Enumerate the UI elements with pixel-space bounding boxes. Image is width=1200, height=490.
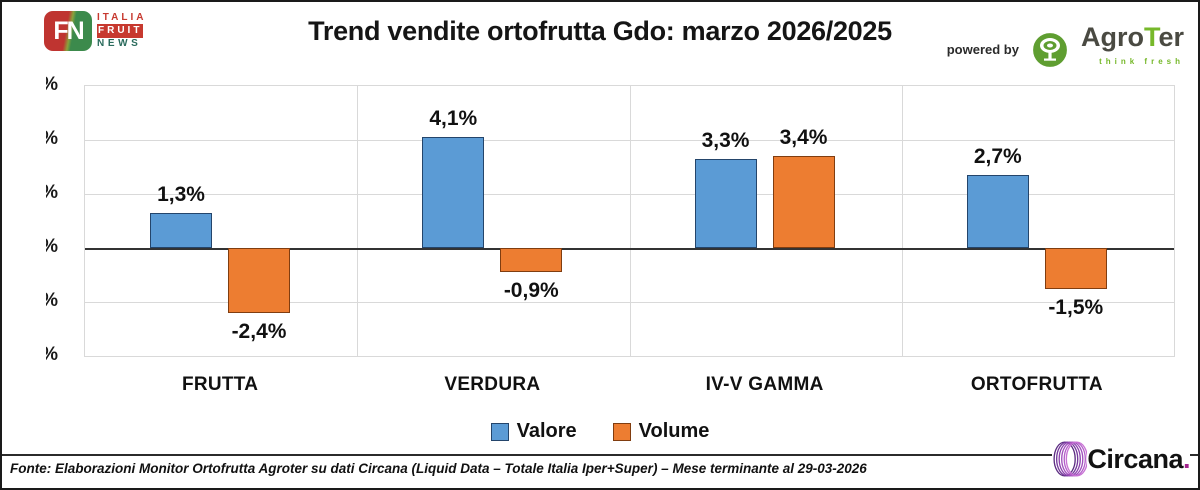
bar-valore-frutta (150, 213, 212, 248)
ifn-logo-line-fruit: FRUIT (97, 24, 144, 38)
zero-axis-line (85, 248, 1174, 250)
bar-volume-iv-v-gamma (772, 156, 835, 248)
bar-volume-ortofrutta (1044, 248, 1107, 289)
value-label-volume-frutta: -2,4% (231, 320, 287, 343)
plot-area: 1,3% -2,4% 4,1% -0,9% 3,3% 3,4% 2,7% -1,5% (84, 85, 1175, 357)
bar-volume-verdura (500, 248, 563, 272)
ifn-logo-line-italia: ITALIA (97, 12, 147, 23)
bar-valore-ortofrutta (966, 175, 1029, 248)
agroter-text-t: T (1143, 22, 1159, 52)
ifn-logo-text: ITALIA FRUIT NEWS (97, 12, 146, 50)
powered-by-label: powered by (946, 42, 1019, 57)
category-label-ortofrutta: ORTOFRUTTA (970, 374, 1103, 395)
bar-valore-iv-v-gamma (694, 159, 757, 248)
source-note: Fonte: Elaborazioni Monitor Ortofrutta A… (10, 461, 867, 476)
value-label-valore-frutta: 1,3% (157, 183, 205, 206)
footer-separator (0, 454, 1200, 456)
y-axis-tick-label: % (30, 127, 58, 151)
agroter-wordmark: AgroTer think fresh (1081, 24, 1184, 75)
bar-valore-verdura (422, 137, 485, 248)
value-label-volume-verdura: -0,9% (503, 279, 559, 302)
y-axis-tick-label: % (30, 289, 58, 313)
agroter-logo: powered by AgroTer think fresh (947, 24, 1184, 75)
category-label-verdura: VERDURA (444, 374, 541, 395)
agroter-text-er: er (1158, 22, 1184, 52)
value-label-valore-verdura: 4,1% (429, 107, 478, 130)
y-axis-tick-label: % (30, 235, 58, 259)
circana-wordmark: Circana (1087, 443, 1183, 474)
agroter-tree-icon (1031, 31, 1069, 68)
legend-item-volume: Volume (612, 420, 710, 443)
value-label-volume-iv-v-gamma: 3,4% (779, 126, 828, 149)
agroter-text-agro: Agro (1080, 22, 1144, 52)
category-separator-line (629, 86, 631, 356)
legend-swatch-volume (612, 422, 631, 441)
circana-dot: . (1182, 443, 1191, 474)
category-label-frutta: FRUTTA (181, 374, 259, 395)
circana-rings-icon (1053, 441, 1088, 477)
italia-fruit-news-logo: FN ITALIA FRUIT NEWS (44, 11, 146, 51)
ifn-logo-icon: FN (44, 11, 92, 51)
category-label-iv-v-gamma: IV-V GAMMA (705, 374, 824, 395)
category-separator-line (901, 86, 903, 356)
value-label-volume-ortofrutta: -1,5% (1048, 296, 1104, 319)
chart-legend: Valore Volume (0, 420, 1200, 443)
y-axis-tick-label: % (30, 181, 58, 205)
category-separator-line (357, 86, 359, 356)
circana-logo: Circana. (1052, 432, 1191, 486)
value-label-valore-ortofrutta: 2,7% (973, 145, 1022, 168)
agroter-tagline: think fresh (1099, 57, 1184, 66)
legend-label-volume: Volume (638, 420, 710, 442)
bar-volume-frutta (228, 248, 290, 313)
legend-item-valore: Valore (490, 420, 577, 443)
chart-title: Trend vendite ortofrutta Gdo: marzo 2026… (308, 16, 892, 46)
value-label-valore-iv-v-gamma: 3,3% (701, 129, 750, 152)
legend-label-valore: Valore (516, 420, 577, 442)
y-axis-tick-label: % (30, 343, 58, 367)
ifn-logo-line-news: NEWS (97, 38, 142, 49)
legend-swatch-valore (490, 422, 509, 441)
y-axis-tick-label: % (30, 73, 58, 97)
